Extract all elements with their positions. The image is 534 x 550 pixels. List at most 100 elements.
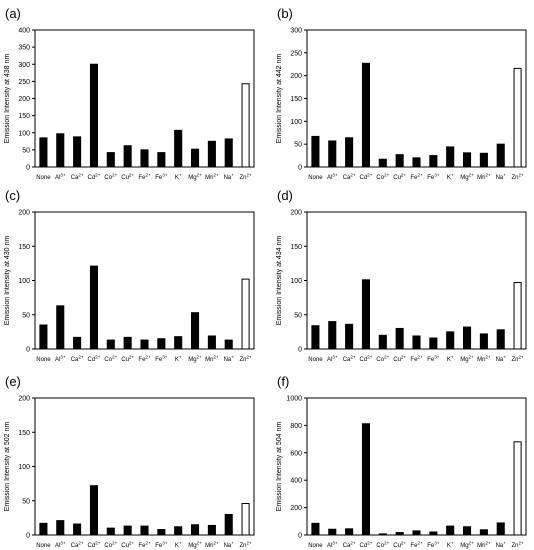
plot-frame <box>306 211 527 350</box>
x-tick-label: Fe3+ <box>155 173 168 182</box>
bar <box>106 527 115 536</box>
plot-frame <box>34 29 255 168</box>
x-tick-label: Al3+ <box>55 173 66 182</box>
x-tick-label: Fe3+ <box>427 541 440 550</box>
bar <box>89 63 98 168</box>
y-axis-label: Emission Intensity at 442 nm <box>276 54 283 144</box>
bar <box>412 157 421 168</box>
bar <box>429 531 438 536</box>
y-tick-label: 150 <box>290 244 302 251</box>
bar <box>479 333 488 350</box>
bar <box>361 279 370 350</box>
y-tick-label: 50 <box>294 142 302 149</box>
x-tick-label: None <box>308 357 323 363</box>
bar <box>191 524 200 536</box>
bar <box>463 326 472 350</box>
bar <box>224 138 233 168</box>
x-tick-label: Fe2+ <box>410 355 423 364</box>
bar <box>361 62 370 168</box>
bar <box>479 152 488 168</box>
bar <box>429 155 438 168</box>
bar <box>191 148 200 168</box>
x-tick-label: Fe3+ <box>427 173 440 182</box>
y-tick-label: 0 <box>26 347 30 354</box>
y-tick-label: 0 <box>298 533 302 540</box>
y-tick-label: 100 <box>18 278 30 285</box>
bar <box>429 337 438 350</box>
y-tick-label: 0 <box>298 347 302 354</box>
bar <box>56 520 65 536</box>
x-tick-label: Fe3+ <box>155 541 168 550</box>
x-tick-label: K+ <box>175 173 182 182</box>
bar <box>345 323 354 350</box>
y-tick-label: 300 <box>18 62 30 69</box>
bar <box>496 143 505 168</box>
bar <box>39 324 48 350</box>
bar <box>106 152 115 168</box>
x-tick-label: Mn2+ <box>477 173 491 182</box>
chart-panel-3: (c) Emission Intensity at 430 nm 0 50 100 150… <box>4 188 255 364</box>
x-tick-label: Cu2+ <box>121 173 134 182</box>
y-tick-label: 1000 <box>286 396 302 403</box>
x-tick-label: Ca2+ <box>343 173 356 182</box>
x-tick-label: K+ <box>447 173 454 182</box>
x-tick-label: Co2+ <box>376 173 389 182</box>
y-tick-label: 250 <box>290 50 302 57</box>
y-axis-label: Emission Intensity at 430 nm <box>4 236 11 326</box>
y-tick-label: 200 <box>290 73 302 80</box>
chart-panel-2: (b) Emission Intensity at 442 nm 0 50 100 150… <box>276 6 527 182</box>
bar <box>412 530 421 536</box>
x-tick-label: Fe2+ <box>410 173 423 182</box>
bar <box>56 305 65 350</box>
bar <box>207 524 216 536</box>
x-tick-label: Cu2+ <box>393 173 406 182</box>
bar <box>157 338 166 350</box>
y-tick-label: 150 <box>18 244 30 251</box>
x-tick-label: Ca2+ <box>71 173 84 182</box>
bar <box>174 129 183 168</box>
x-tick-label: None <box>36 357 51 363</box>
x-tick-label: Al3+ <box>327 173 338 182</box>
bar <box>174 336 183 350</box>
bar <box>446 146 455 168</box>
bar <box>496 522 505 536</box>
x-tick-label: Na+ <box>496 541 507 550</box>
y-tick-label: 300 <box>290 28 302 35</box>
x-tick-label: Fe2+ <box>138 173 151 182</box>
chart-panel-5: (e) Emission Intensity at 502 nm 0 50 100 150… <box>4 374 255 550</box>
x-tick-label: K+ <box>175 355 182 364</box>
y-tick-label: 600 <box>290 450 302 457</box>
x-tick-label: Zn2+ <box>511 541 524 550</box>
panel-label: (d) <box>277 188 293 203</box>
chart-panel-1: (a) Emission Intensity at 438 nm 0 50 100 150… <box>4 6 255 182</box>
x-tick-label: Fe2+ <box>410 541 423 550</box>
x-tick-label: Cd2+ <box>88 355 101 364</box>
bar-highlight <box>241 83 250 168</box>
x-tick-label: Zn2+ <box>239 173 252 182</box>
x-tick-label: Co2+ <box>104 173 117 182</box>
bar-highlight <box>241 278 250 350</box>
x-tick-label: Al3+ <box>55 355 66 364</box>
bar <box>224 339 233 350</box>
x-tick-label: Co2+ <box>104 541 117 550</box>
x-tick-label: Mn2+ <box>205 541 219 550</box>
panel-label: (f) <box>277 374 289 389</box>
x-tick-label: Fe2+ <box>138 541 151 550</box>
bar <box>123 525 132 536</box>
y-tick-label: 150 <box>290 96 302 103</box>
plot-frame <box>306 29 527 168</box>
y-tick-label: 150 <box>18 430 30 437</box>
y-tick-label: 100 <box>18 464 30 471</box>
y-tick-label: 400 <box>18 28 30 35</box>
x-tick-label: Na+ <box>224 173 235 182</box>
bar <box>446 331 455 350</box>
x-tick-label: Co2+ <box>376 355 389 364</box>
bar <box>328 140 337 168</box>
x-tick-label: Co2+ <box>104 355 117 364</box>
bar <box>311 135 320 168</box>
x-tick-label: K+ <box>447 355 454 364</box>
y-tick-label: 400 <box>290 478 302 485</box>
x-tick-label: Mn2+ <box>205 355 219 364</box>
x-tick-label: None <box>36 543 51 549</box>
